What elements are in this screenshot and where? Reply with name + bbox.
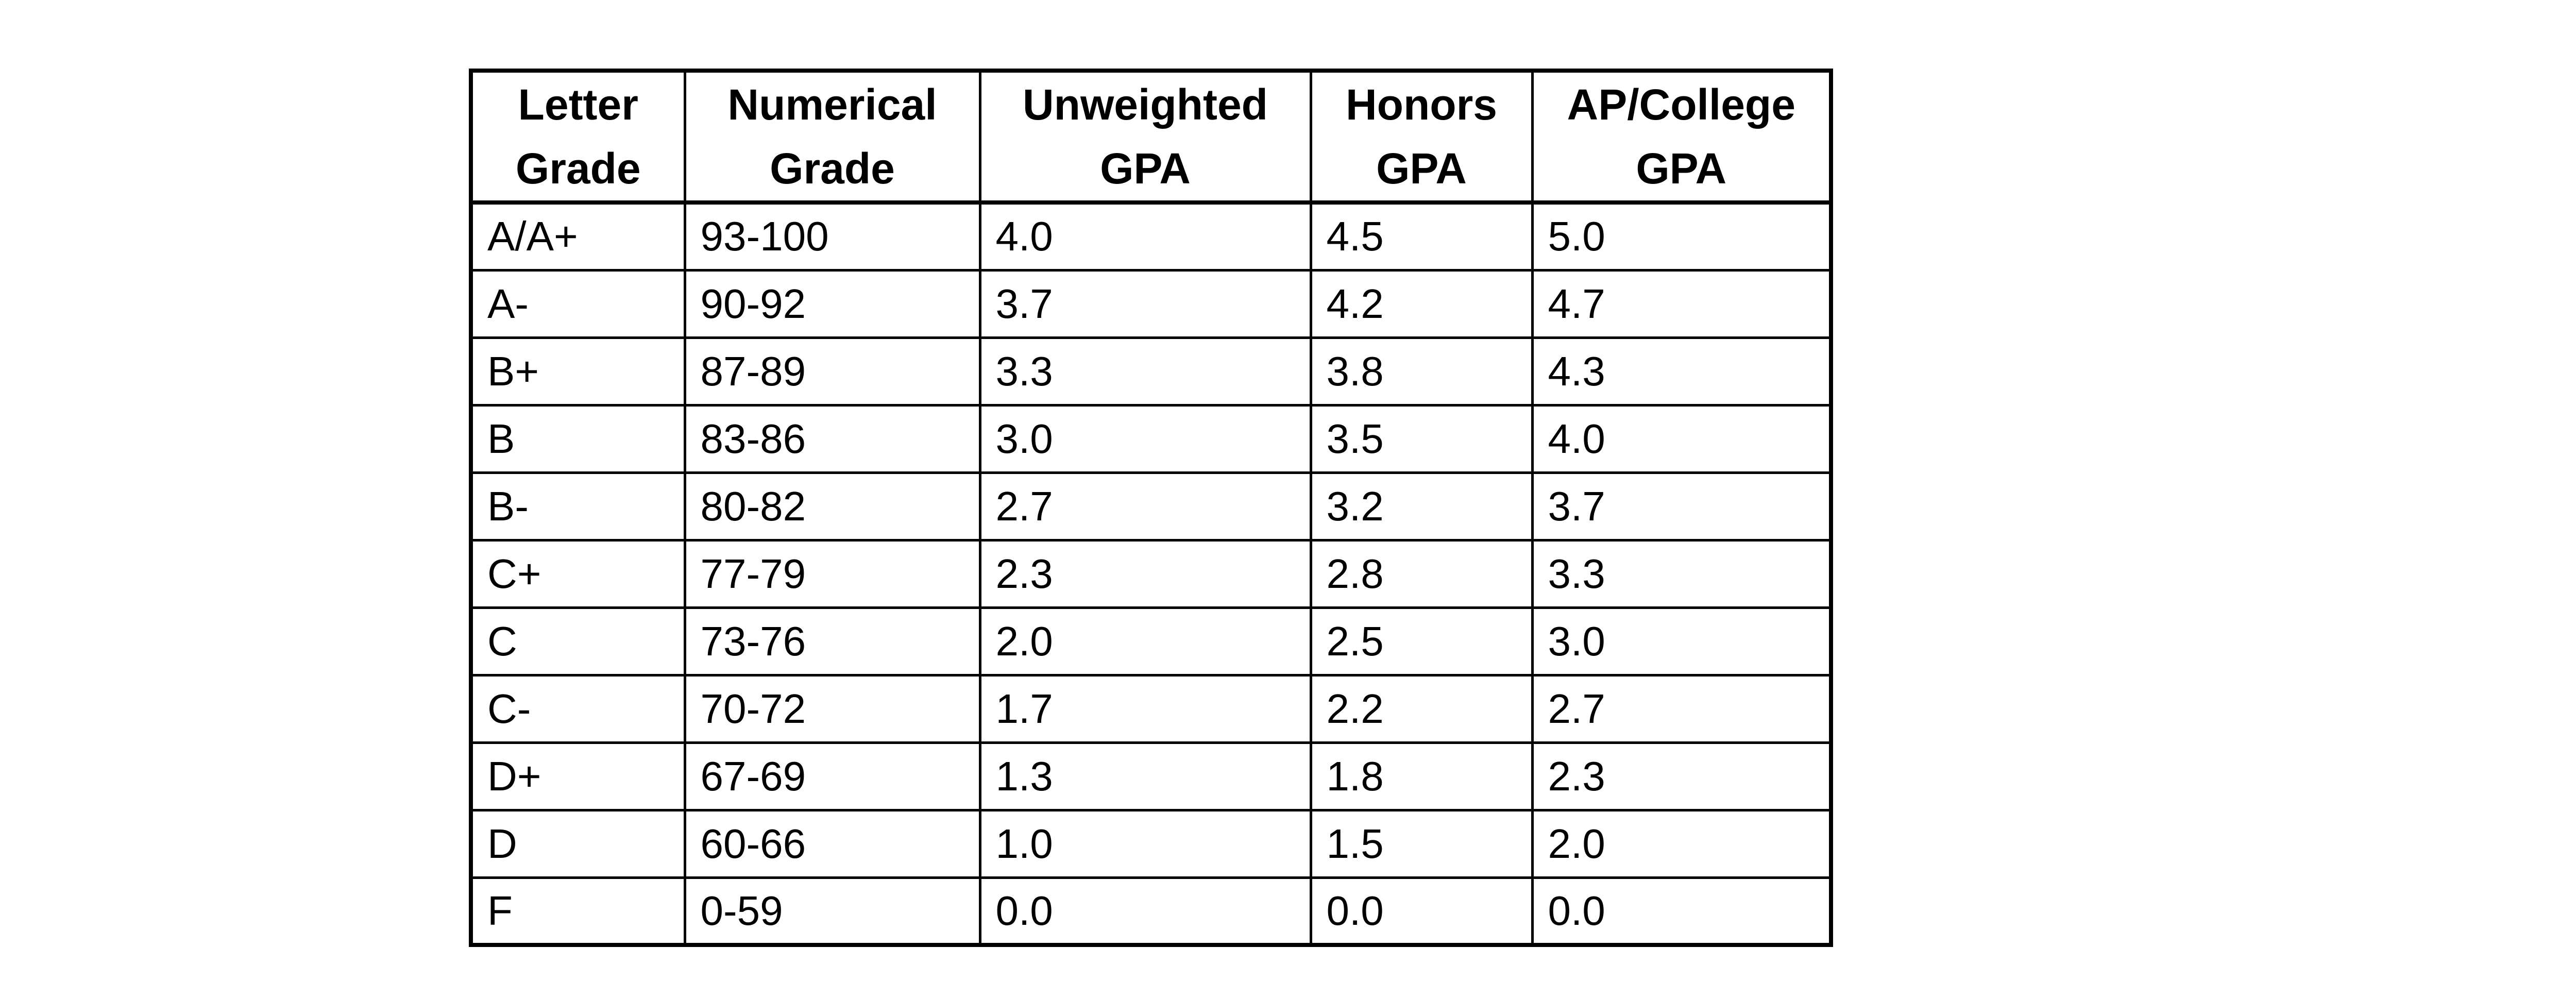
column-header-line1: Honors [1346, 80, 1497, 129]
table-cell: 1.5 [1309, 808, 1534, 879]
table-row: C 73-76 2.0 2.5 3.0 [469, 606, 1833, 676]
table-cell: 2.7 [978, 471, 1312, 542]
table-cell: 3.8 [1309, 336, 1534, 407]
table-cell: B [469, 403, 686, 474]
table-cell: 2.0 [978, 606, 1312, 676]
header-row: Letter Grade Numerical Grade Unweighted GPA Ho… [469, 69, 1833, 205]
table-cell: 60-66 [683, 808, 981, 879]
table-cell: 77-79 [683, 538, 981, 609]
table-cell: 70-72 [683, 673, 981, 744]
table-cell: 4.5 [1309, 201, 1534, 272]
table-row: D+ 67-69 1.3 1.8 2.3 [469, 741, 1833, 811]
table-cell: D+ [469, 741, 686, 811]
table-row: A- 90-92 3.7 4.2 4.7 [469, 268, 1833, 339]
table-cell: 2.7 [1531, 673, 1833, 744]
table-cell: 3.5 [1309, 403, 1534, 474]
table-cell: C- [469, 673, 686, 744]
column-header-line2: Grade [770, 144, 895, 193]
table-cell: A- [469, 268, 686, 339]
column-header-line2: GPA [1376, 144, 1467, 193]
table-cell: C [469, 606, 686, 676]
column-header-line1: Unweighted [1023, 80, 1268, 129]
table-cell: 73-76 [683, 606, 981, 676]
table-cell: 0-59 [683, 876, 981, 946]
table-cell: 4.0 [1531, 403, 1833, 474]
table-cell: 2.3 [1531, 741, 1833, 811]
table-cell: C+ [469, 538, 686, 609]
table-cell: 4.7 [1531, 268, 1833, 339]
gpa-table-container: Letter Grade Numerical Grade Unweighted GPA Ho… [469, 69, 1833, 947]
column-header-line1: Numerical [727, 80, 937, 129]
column-header: Numerical Grade [683, 69, 981, 205]
table-cell: 83-86 [683, 403, 981, 474]
table-cell: 3.7 [978, 268, 1312, 339]
table-cell: F [469, 876, 686, 946]
column-header: Honors GPA [1309, 69, 1534, 205]
table-row: B 83-86 3.0 3.5 4.0 [469, 403, 1833, 474]
table-cell: A/A+ [469, 201, 686, 272]
column-header-line2: GPA [1636, 144, 1727, 193]
column-header-line1: Letter [518, 80, 638, 129]
table-cell: 4.0 [978, 201, 1312, 272]
table-cell: 2.2 [1309, 673, 1534, 744]
table-cell: 1.3 [978, 741, 1312, 811]
table-cell: 5.0 [1531, 201, 1833, 272]
table-cell: 3.7 [1531, 471, 1833, 542]
table-cell: 2.0 [1531, 808, 1833, 879]
table-row: F 0-59 0.0 0.0 0.0 [469, 876, 1833, 946]
table-cell: B+ [469, 336, 686, 407]
table-header: Letter Grade Numerical Grade Unweighted GPA Ho… [469, 69, 1833, 205]
table-cell: 1.7 [978, 673, 1312, 744]
column-header: Letter Grade [469, 69, 686, 205]
gpa-table: Letter Grade Numerical Grade Unweighted GPA Ho… [469, 69, 1833, 947]
table-cell: 3.0 [1531, 606, 1833, 676]
table-row: C- 70-72 1.7 2.2 2.7 [469, 673, 1833, 744]
table-cell: 4.2 [1309, 268, 1534, 339]
table-cell: 2.5 [1309, 606, 1534, 676]
table-cell: 0.0 [1309, 876, 1534, 946]
table-cell: 2.3 [978, 538, 1312, 609]
column-header: AP/College GPA [1531, 69, 1833, 205]
table-cell: 93-100 [683, 201, 981, 272]
table-row: D 60-66 1.0 1.5 2.0 [469, 808, 1833, 879]
column-header-line2: Grade [515, 144, 641, 193]
table-row: B- 80-82 2.7 3.2 3.7 [469, 471, 1833, 542]
table-cell: 0.0 [978, 876, 1312, 946]
table-cell: 67-69 [683, 741, 981, 811]
column-header-line1: AP/College [1567, 80, 1795, 129]
table-cell: 1.8 [1309, 741, 1534, 811]
table-cell: 90-92 [683, 268, 981, 339]
column-header: Unweighted GPA [978, 69, 1312, 205]
table-cell: 3.3 [1531, 538, 1833, 609]
table-cell: 80-82 [683, 471, 981, 542]
table-cell: 2.8 [1309, 538, 1534, 609]
table-cell: 87-89 [683, 336, 981, 407]
table-row: B+ 87-89 3.3 3.8 4.3 [469, 336, 1833, 407]
table-cell: B- [469, 471, 686, 542]
table-cell: 0.0 [1531, 876, 1833, 946]
table-cell: 3.3 [978, 336, 1312, 407]
table-row: C+ 77-79 2.3 2.8 3.3 [469, 538, 1833, 609]
table-cell: 3.0 [978, 403, 1312, 474]
column-header-line2: GPA [1100, 144, 1191, 193]
table-row: A/A+ 93-100 4.0 4.5 5.0 [469, 201, 1833, 272]
table-cell: 3.2 [1309, 471, 1534, 542]
table-cell: D [469, 808, 686, 879]
table-cell: 1.0 [978, 808, 1312, 879]
table-cell: 4.3 [1531, 336, 1833, 407]
table-body: A/A+ 93-100 4.0 4.5 5.0 A- 90-92 3.7 4.2 4.7 B+ 87-… [469, 201, 1833, 946]
